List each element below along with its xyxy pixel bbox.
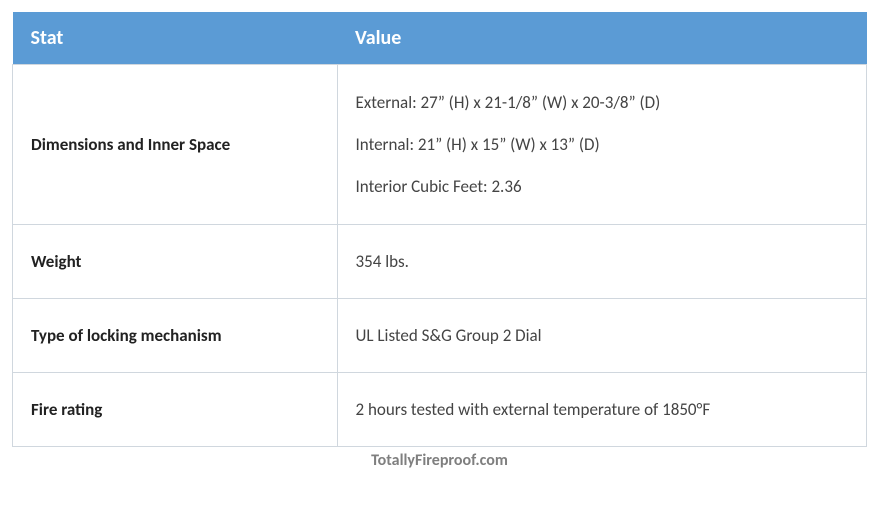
value-line: External: 27” (H) x 21-1/8” (W) x 20-3/8… bbox=[356, 91, 848, 115]
specs-table-container: Stat Value Dimensions and Inner Space Ext… bbox=[12, 12, 867, 470]
stat-cell: Dimensions and Inner Space bbox=[13, 65, 338, 225]
specs-table: Stat Value Dimensions and Inner Space Ext… bbox=[12, 12, 867, 447]
value-cell: 354 lbs. bbox=[337, 225, 866, 299]
header-row: Stat Value bbox=[13, 12, 867, 65]
multi-line-value: External: 27” (H) x 21-1/8” (W) x 20-3/8… bbox=[356, 91, 848, 198]
table-row: Fire rating2 hours tested with external … bbox=[13, 373, 867, 447]
value-line: Interior Cubic Feet: 2.36 bbox=[356, 175, 848, 199]
value-cell: External: 27” (H) x 21-1/8” (W) x 20-3/8… bbox=[337, 65, 866, 225]
header-stat: Stat bbox=[13, 12, 338, 65]
footer-attribution: TotallyFireproof.com bbox=[12, 447, 867, 470]
value-cell: UL Listed S&G Group 2 Dial bbox=[337, 299, 866, 373]
stat-cell: Type of locking mechanism bbox=[13, 299, 338, 373]
header-value: Value bbox=[337, 12, 866, 65]
table-row: Weight354 lbs. bbox=[13, 225, 867, 299]
table-body: Dimensions and Inner Space External: 27” … bbox=[13, 65, 867, 447]
value-line: Internal: 21” (H) x 15” (W) x 13” (D) bbox=[356, 133, 848, 157]
table-row: Dimensions and Inner Space External: 27” … bbox=[13, 65, 867, 225]
value-cell: 2 hours tested with external temperature… bbox=[337, 373, 866, 447]
stat-cell: Fire rating bbox=[13, 373, 338, 447]
stat-cell: Weight bbox=[13, 225, 338, 299]
table-row: Type of locking mechanismUL Listed S&G G… bbox=[13, 299, 867, 373]
